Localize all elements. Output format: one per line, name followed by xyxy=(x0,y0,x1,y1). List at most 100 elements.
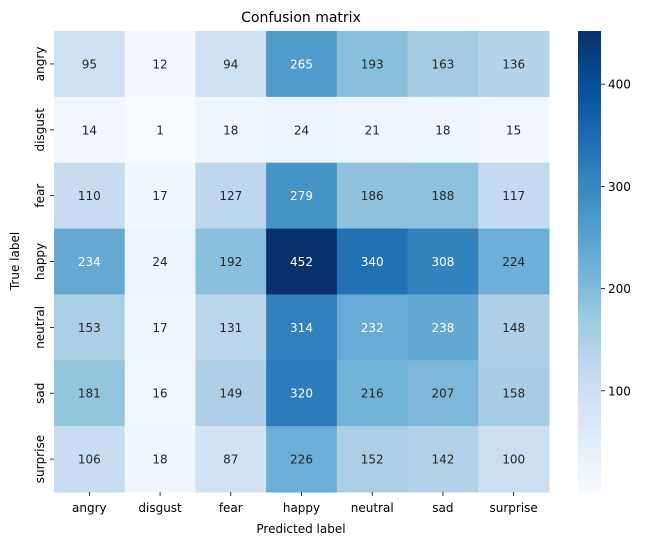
colorbar-segment xyxy=(578,223,601,228)
cell-value-label: 234 xyxy=(78,255,101,269)
colorbar-segment xyxy=(578,69,601,74)
x-tick-label: happy xyxy=(283,501,320,515)
heatmap-cell xyxy=(336,162,409,230)
cell-value-label: 16 xyxy=(152,387,167,401)
heatmap-cell xyxy=(336,360,409,427)
cell-value-label: 95 xyxy=(82,57,97,71)
colorbar-segment xyxy=(578,115,601,120)
colorbar-segment xyxy=(578,288,601,293)
cell-value-label: 149 xyxy=(219,387,242,401)
cell-value-label: 153 xyxy=(78,321,101,335)
colorbar-segment xyxy=(578,34,601,40)
colorbar-segment xyxy=(578,142,601,147)
colorbar-segment xyxy=(578,84,601,90)
colorbar-segment xyxy=(578,73,601,78)
colorbar-segment xyxy=(578,80,601,86)
heatmap-cell xyxy=(54,360,126,427)
cell-value-label: 131 xyxy=(219,321,242,335)
cell-value-label: 216 xyxy=(361,387,384,401)
heatmap-cell xyxy=(478,96,550,164)
cell-value-label: 14 xyxy=(82,123,97,137)
heatmap-cell xyxy=(478,162,550,230)
colorbar-segment xyxy=(578,257,601,263)
heatmap-cell xyxy=(407,96,479,164)
cell-value-label: 17 xyxy=(152,189,167,203)
heatmap-cell xyxy=(266,96,338,164)
heatmap-cell xyxy=(266,294,338,361)
cell-value-label: 117 xyxy=(502,189,525,203)
colorbar-segment xyxy=(578,150,601,155)
colorbar-segment xyxy=(578,484,601,489)
colorbar-segment xyxy=(578,242,601,247)
colorbar-segment xyxy=(578,349,601,355)
heatmap-cell xyxy=(195,31,267,98)
colorbar-segment xyxy=(578,311,601,316)
colorbar-segment xyxy=(578,226,601,232)
colorbar-segment xyxy=(578,161,601,167)
heatmap-cell xyxy=(266,360,338,427)
colorbar-segment xyxy=(578,165,601,170)
heatmap-cell xyxy=(124,162,196,230)
heatmap-cell xyxy=(124,294,196,361)
colorbar-segment xyxy=(578,103,601,109)
colorbar-segment xyxy=(578,169,601,174)
colorbar-segment xyxy=(578,65,601,71)
cell-value-label: 224 xyxy=(502,255,525,269)
colorbar-segment xyxy=(578,219,601,224)
colorbar-segment xyxy=(578,296,601,301)
cell-value-label: 110 xyxy=(78,189,101,203)
colorbar-segment xyxy=(578,292,601,297)
colorbar-segment xyxy=(578,253,601,259)
heatmap-cell xyxy=(195,162,267,230)
cell-value-label: 340 xyxy=(361,255,384,269)
colorbar-segment xyxy=(578,77,601,82)
cell-value-label: 18 xyxy=(435,123,450,137)
cell-value-label: 232 xyxy=(361,321,384,335)
colorbar-segment xyxy=(578,453,601,459)
x-tick-label: fear xyxy=(219,501,243,515)
heatmap-cell xyxy=(54,96,126,164)
colorbar-segment xyxy=(578,111,601,117)
colorbar-segment xyxy=(578,465,601,470)
cell-value-label: 265 xyxy=(290,57,313,71)
colorbar-segment xyxy=(578,153,601,159)
colorbar-segment xyxy=(578,395,601,401)
colorbar-segment xyxy=(578,303,601,309)
heatmap-cell xyxy=(407,228,479,295)
x-tick-label: sad xyxy=(432,501,453,515)
colorbar-segment xyxy=(578,180,601,186)
heatmap-cells: 95 12 94 265 193 163 136 14 1 18 24 21 18 15 110 17 127 2… xyxy=(54,31,550,493)
colorbar-segment xyxy=(578,411,601,416)
colorbar-segment xyxy=(578,319,601,324)
colorbar-segment xyxy=(578,438,601,443)
heatmap-cell xyxy=(195,426,267,493)
x-tick-label: angry xyxy=(72,501,107,515)
colorbar-segment xyxy=(578,434,601,439)
colorbar-segment xyxy=(578,338,601,343)
heatmap-cell xyxy=(407,426,479,493)
heatmap-cell xyxy=(54,162,126,230)
colorbar-segment xyxy=(578,276,601,282)
cell-value-label: 186 xyxy=(361,189,384,203)
heatmap-cell xyxy=(336,294,409,361)
heatmap-cell xyxy=(407,31,479,98)
colorbar-segment xyxy=(578,476,601,482)
colorbar-tick-label: 300 xyxy=(608,180,631,194)
heatmap-cell xyxy=(266,31,338,98)
cell-value-label: 238 xyxy=(431,321,454,335)
colorbar-segment xyxy=(578,261,601,266)
y-axis: angry disgust fear happy neutral sad surprise xyxy=(33,47,54,483)
colorbar-segment xyxy=(578,119,601,124)
heatmap-cell xyxy=(407,162,479,230)
cell-value-label: 24 xyxy=(294,123,309,137)
colorbar-segment xyxy=(578,430,601,435)
colorbar-segment xyxy=(578,307,601,313)
colorbar-segment xyxy=(578,372,601,378)
colorbar-segment xyxy=(578,238,601,243)
colorbar-segment xyxy=(578,273,601,278)
colorbar-segment xyxy=(578,357,601,362)
heatmap-cell xyxy=(195,96,267,164)
heatmap-cell xyxy=(195,360,267,427)
cell-value-label: 21 xyxy=(365,123,380,137)
colorbar-segment xyxy=(578,100,601,105)
